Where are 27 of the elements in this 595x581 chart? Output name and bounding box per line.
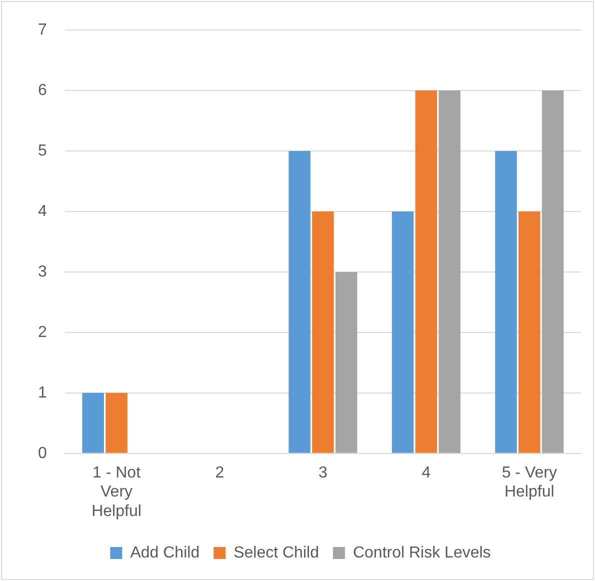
y-tick-label: 2: [38, 324, 47, 341]
bar: [415, 90, 438, 453]
bar: [82, 392, 104, 453]
y-tick-label: 7: [38, 21, 47, 38]
bar: [106, 392, 128, 453]
legend-label: Select Child: [234, 544, 319, 562]
bar: [542, 90, 564, 453]
y-tick-label: 3: [38, 263, 47, 280]
bar: [518, 211, 540, 453]
x-tick-label: 4: [422, 464, 431, 482]
x-tick-label: 2: [215, 464, 224, 482]
x-tick-label: 3: [318, 464, 328, 482]
bar: [438, 90, 460, 453]
y-tick-label: 1: [38, 384, 47, 402]
bar: [392, 211, 414, 453]
bar: [312, 211, 334, 453]
legend-label: Control Risk Levels: [352, 544, 491, 562]
bar: [495, 150, 517, 453]
y-tick-label: 4: [38, 202, 47, 220]
x-tick-label: 5 - Very Helpful: [502, 464, 557, 501]
y-tick-label: 0: [38, 444, 47, 462]
bar: [288, 150, 310, 453]
y-tick-label: 5: [38, 142, 47, 160]
bar: [335, 272, 358, 453]
x-tick-label: 1 - Not Very Helpful: [92, 464, 142, 520]
legend-label: Add Child: [130, 544, 200, 562]
y-tick-label: 6: [38, 82, 47, 99]
